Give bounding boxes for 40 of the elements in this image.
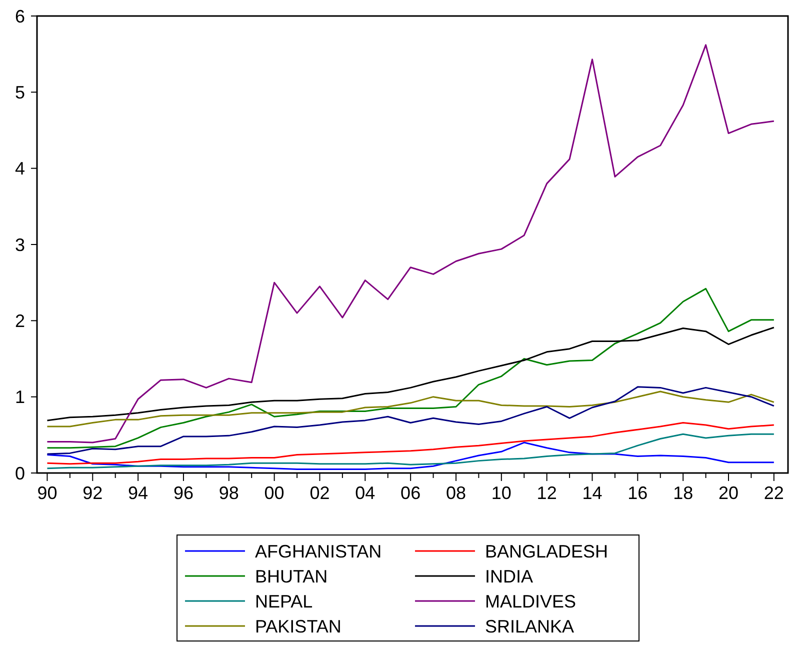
x-tick-label: 12 [536, 483, 557, 503]
line-series [46, 326, 775, 422]
x-tick-label: 96 [173, 483, 194, 503]
legend-label: BHUTAN [255, 566, 328, 586]
x-tick-label: 92 [82, 483, 103, 503]
line-series [46, 390, 775, 428]
legend-label: BANGLADESH [485, 541, 608, 562]
x-tick-label: 20 [718, 483, 739, 503]
x-tick-label: 08 [446, 483, 466, 503]
line-series [46, 422, 775, 465]
x-tick-label: 14 [582, 483, 602, 503]
legend-label: PAKISTAN [255, 616, 342, 636]
x-tick-label: 90 [37, 483, 58, 503]
legend-label: INDIA [485, 566, 534, 586]
line-series [46, 433, 775, 470]
x-tick-label: 06 [400, 483, 421, 503]
legend-label: NEPAL [255, 591, 313, 612]
legend-label: SRILANKA [485, 616, 574, 636]
line-series [46, 442, 775, 470]
y-tick-label: 2 [14, 310, 25, 331]
x-tick-label: 16 [628, 483, 648, 503]
y-tick-label: 3 [14, 234, 25, 255]
x-tick-label: 00 [264, 483, 284, 503]
x-tick-label: 98 [218, 483, 239, 503]
y-tick-label: 6 [14, 6, 25, 26]
x-tick-label: 22 [764, 483, 784, 503]
x-tick-label: 04 [355, 483, 376, 503]
y-tick-label: 4 [14, 158, 25, 179]
legend-label: MALDIVES [485, 591, 576, 612]
line-series [46, 386, 775, 455]
y-tick-label: 1 [14, 387, 25, 408]
x-tick-label: 10 [491, 483, 512, 503]
y-tick-label: 0 [14, 463, 25, 484]
line-series [46, 44, 775, 444]
x-tick-label: 02 [310, 483, 330, 503]
line-series [46, 288, 775, 449]
x-tick-label: 18 [673, 483, 694, 503]
legend-label: AFGHANISTAN [255, 541, 382, 562]
y-tick-label: 5 [14, 82, 25, 102]
x-tick-label: 94 [128, 483, 148, 503]
